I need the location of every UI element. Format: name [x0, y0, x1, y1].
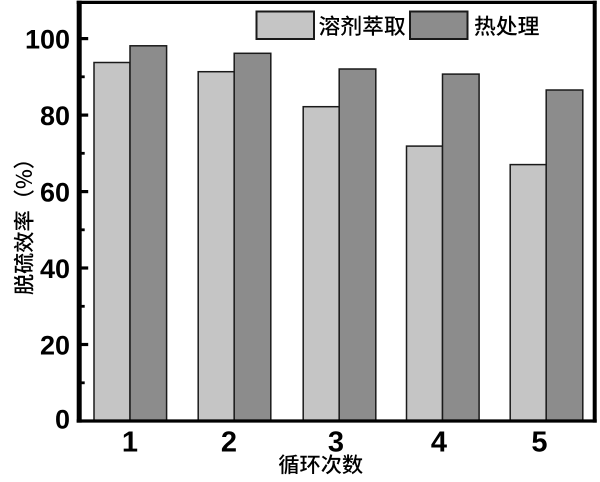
svg-text:100: 100: [25, 24, 70, 54]
svg-text:80: 80: [40, 101, 70, 131]
svg-text:3: 3: [328, 427, 344, 459]
svg-text:0: 0: [55, 405, 70, 435]
svg-text:20: 20: [40, 330, 70, 360]
svg-text:2: 2: [221, 427, 237, 459]
svg-text:40: 40: [40, 254, 70, 284]
svg-text:1: 1: [122, 427, 138, 459]
svg-text:60: 60: [40, 177, 70, 207]
svg-text:5: 5: [531, 427, 547, 459]
svg-text:4: 4: [431, 427, 447, 459]
